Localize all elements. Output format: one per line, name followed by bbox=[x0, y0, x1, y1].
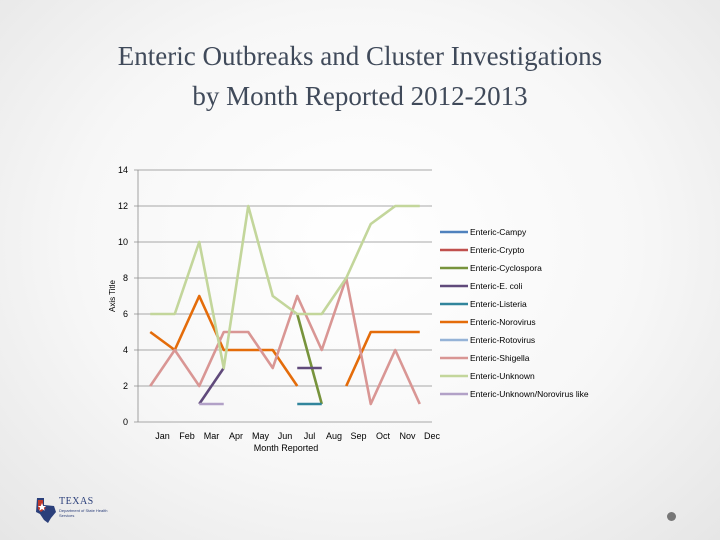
legend-label: Enteric-Crypto bbox=[470, 245, 525, 255]
x-tick-label: Nov bbox=[399, 431, 416, 441]
y-tick-labels: 0 2 4 6 8 10 12 14 bbox=[118, 165, 128, 427]
x-tick-label: Apr bbox=[229, 431, 243, 441]
texas-map-icon bbox=[36, 498, 56, 523]
y-tick-label: 10 bbox=[118, 237, 128, 247]
legend-label: Enteric-Cyclospora bbox=[470, 263, 542, 273]
x-tick-label: Mar bbox=[204, 431, 220, 441]
y-tick-label: 6 bbox=[123, 309, 128, 319]
y-tick-label: 4 bbox=[123, 345, 128, 355]
x-tick-label: Sep bbox=[350, 431, 366, 441]
legend: Enteric-Campy Enteric-Crypto Enteric-Cyclo… bbox=[440, 227, 589, 399]
y-tick-label: 14 bbox=[118, 165, 128, 175]
legend-label: Enteric-Campy bbox=[470, 227, 527, 237]
x-tick-label: Dec bbox=[424, 431, 441, 441]
texas-dshs-logo: TEXAS Department of State Health Service… bbox=[34, 494, 114, 524]
legend-label: Enteric-Unknown bbox=[470, 371, 535, 381]
legend-label: Enteric-Unknown/Norovirus like bbox=[470, 389, 589, 399]
slide-title: Enteric Outbreaks and Cluster Investigat… bbox=[0, 36, 720, 116]
x-tick-label: Feb bbox=[179, 431, 195, 441]
x-tick-label: Jan bbox=[155, 431, 170, 441]
series-line-enteric-cyclospora bbox=[295, 313, 324, 405]
series-line-enteric-norovirus bbox=[345, 330, 420, 387]
legend-label: Enteric-Shigella bbox=[470, 353, 530, 363]
series-line-enteric-norovirus bbox=[149, 294, 299, 387]
legend-label: Enteric-Norovirus bbox=[470, 317, 536, 327]
y-tick-label: 0 bbox=[123, 417, 128, 427]
x-tick-label: Oct bbox=[376, 431, 391, 441]
series-line-enteric-unknown bbox=[150, 204, 420, 370]
legend-label: Enteric-Rotovirus bbox=[470, 335, 535, 345]
logo-text: TEXAS bbox=[59, 496, 94, 507]
x-tick-label: Aug bbox=[326, 431, 342, 441]
y-tick-label: 12 bbox=[118, 201, 128, 211]
series-line-enteric-shigella bbox=[149, 276, 421, 406]
slide-title-line2: by Month Reported 2012-2013 bbox=[192, 81, 528, 111]
x-tick-label: Jul bbox=[304, 431, 316, 441]
slide-corner-dot bbox=[667, 512, 676, 521]
legend-label: Enteric-E. coli bbox=[470, 281, 523, 291]
slide-title-line1: Enteric Outbreaks and Cluster Investigat… bbox=[117, 41, 603, 71]
series-line-enteric-e-coli bbox=[198, 367, 225, 405]
y-axis-title: Axis Title bbox=[108, 279, 117, 312]
logo-subtext: Department of State Health Services bbox=[59, 508, 108, 518]
series-lines bbox=[149, 204, 421, 406]
legend-label: Enteric-Listeria bbox=[470, 299, 527, 309]
gridlines bbox=[134, 169, 432, 423]
x-tick-label: Jun bbox=[278, 431, 293, 441]
x-tick-labels: Jan Feb Mar Apr May Jun Jul Aug Sep Oct Nov Dec bbox=[155, 431, 440, 441]
x-tick-label: May bbox=[252, 431, 270, 441]
y-tick-label: 2 bbox=[123, 381, 128, 391]
y-tick-label: 8 bbox=[123, 273, 128, 283]
x-axis-title: Month Reported bbox=[254, 443, 319, 453]
